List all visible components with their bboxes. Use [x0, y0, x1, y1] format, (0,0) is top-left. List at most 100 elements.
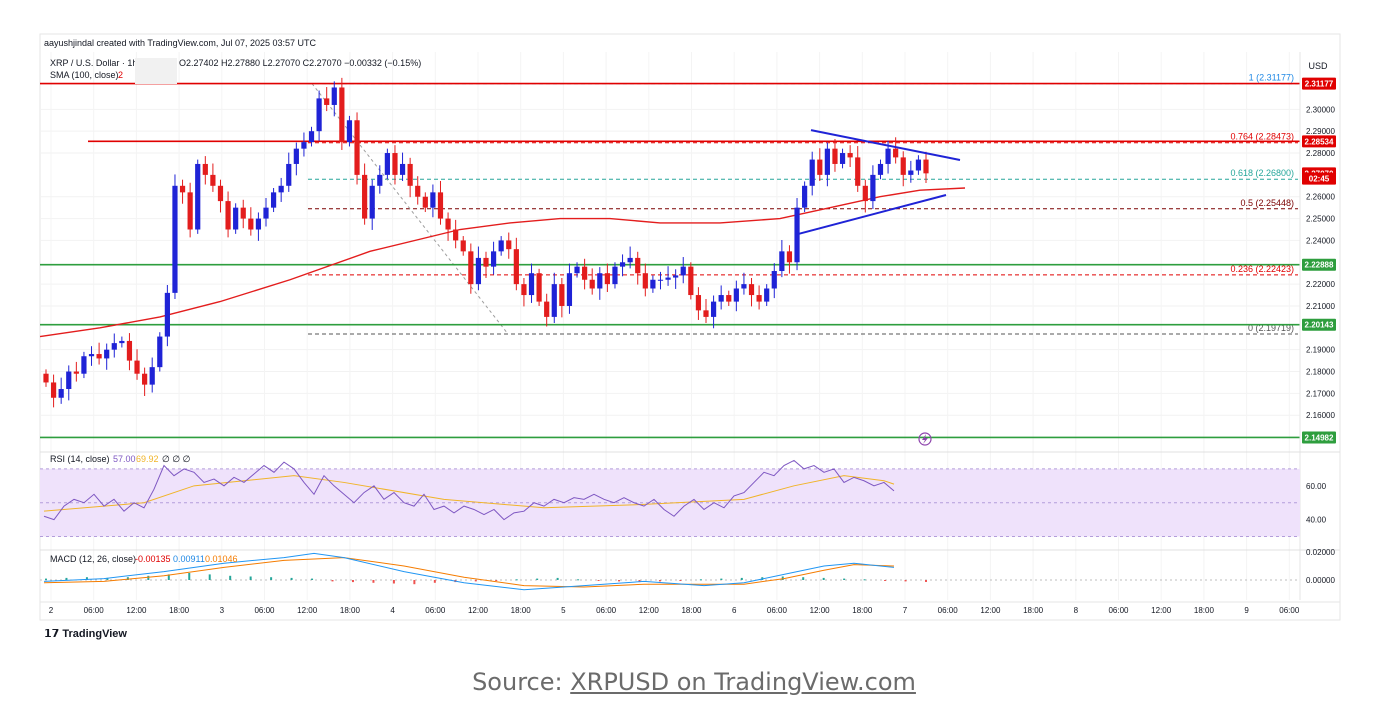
candle-body: [392, 153, 398, 175]
macd-histogram-bar: [556, 577, 559, 580]
price-badge-label: 2.31177: [1305, 80, 1334, 89]
candle-body: [559, 284, 565, 306]
macd-histogram-bar: [863, 579, 866, 581]
candle-body: [157, 336, 163, 368]
candle-body: [104, 349, 110, 359]
candle-body: [673, 275, 679, 278]
candle-body: [657, 279, 664, 281]
source-link[interactable]: XRPUSD on TradingView.com: [570, 668, 916, 696]
price-axis: 2.30000 2.29000 2.28000 2.26000 2.25000 2.240…: [1299, 52, 1336, 600]
candle-body: [597, 273, 603, 289]
macd-histogram-bar: [781, 576, 784, 580]
candle-body: [430, 192, 436, 208]
macd-histogram-bar: [270, 577, 273, 580]
candle-body: [240, 207, 246, 219]
candle-body: [286, 163, 292, 186]
fib-level-label: 0.764 (2.28473): [1230, 132, 1294, 142]
macd-histogram-bar: [249, 576, 252, 580]
macd-legend: MACD (12, 26, close): [50, 554, 136, 564]
price-badge: [1302, 172, 1336, 185]
candle-body: [58, 389, 64, 398]
candle-body: [270, 192, 277, 208]
time-tick-label: 06:00: [254, 606, 275, 615]
candle-body: [794, 207, 800, 263]
price-badge-label: 02:45: [1309, 175, 1330, 184]
time-tick-label: 12:00: [468, 606, 489, 615]
candle-body: [73, 371, 79, 374]
fib-trendline: [311, 83, 509, 335]
macd-histogram-bar: [85, 577, 88, 580]
contracting-triangle: [796, 129, 961, 236]
candle-body: [422, 196, 428, 208]
price-badge: [1302, 135, 1336, 148]
macd-histogram-bar: [372, 580, 375, 583]
macd-histogram-bar: [577, 579, 580, 581]
fib-level-label: 0.236 (2.22423): [1230, 264, 1294, 274]
candle-body: [483, 257, 489, 267]
macd-histogram-bar: [331, 580, 334, 582]
rsi-legend: RSI (14, close): [50, 454, 110, 464]
candle-body: [566, 273, 573, 306]
time-tick-label: 18:00: [169, 606, 190, 615]
candle-body: [900, 157, 906, 175]
candle-body: [415, 185, 421, 197]
macd-histogram-bar: [822, 577, 825, 580]
source-prefix: Source:: [472, 668, 571, 696]
candle-body: [521, 284, 527, 296]
candle-body: [710, 301, 717, 317]
macd-histogram-bar: [311, 578, 314, 580]
fib-level-label: 1 (2.31177): [1249, 73, 1294, 83]
macd-histogram-bar: [126, 577, 129, 580]
candle-body: [764, 288, 770, 302]
candle-body: [544, 301, 550, 317]
rsi-tick-label: 40.00: [1306, 516, 1327, 525]
time-tick-label: 06:00: [425, 606, 446, 615]
candle-body: [263, 207, 269, 219]
price-badge: [1302, 77, 1336, 90]
candle-body: [536, 273, 542, 302]
macd-histogram-bar: [720, 578, 723, 580]
sma-100-line: [39, 187, 966, 338]
price-badge: [1302, 258, 1336, 271]
tv-logo-mark: 𝟭𝟳: [44, 628, 63, 640]
rsi-line: [43, 459, 895, 521]
candle-body: [66, 371, 72, 390]
candle-body: [589, 279, 595, 289]
candle-body: [688, 266, 694, 296]
candle-body: [718, 295, 724, 302]
candle-body: [339, 87, 345, 143]
fib-level-label: 0 (2.19719): [1248, 323, 1294, 333]
triangle-upper-line: [810, 129, 961, 162]
time-tick-label: 12:00: [810, 606, 831, 615]
candle-body: [134, 360, 140, 374]
candle-body: [528, 273, 535, 296]
macd-line: [43, 552, 895, 591]
candle-body: [468, 251, 474, 285]
candle-body: [187, 192, 193, 230]
price-badge: [1302, 431, 1336, 444]
candle-body: [582, 266, 588, 280]
candle-body: [96, 354, 102, 359]
macd-histogram-bar: [392, 580, 395, 584]
candle-body: [893, 148, 899, 158]
macd-histogram-bar: [351, 580, 354, 583]
macd-histogram-bar: [884, 580, 887, 581]
candle-body: [460, 240, 466, 252]
candle-body: [635, 257, 641, 274]
macd-histogram-bar: [802, 577, 805, 580]
candle-body: [278, 185, 284, 193]
lightning-icon[interactable]: [918, 432, 932, 446]
candle-body: [786, 251, 793, 263]
candle-body: [293, 148, 299, 164]
candle-body: [407, 163, 413, 186]
candle-body: [650, 279, 656, 289]
candle-body: [551, 284, 557, 317]
candle-body: [741, 284, 747, 289]
time-tick-label: 06:00: [1108, 606, 1129, 615]
candle-body: [642, 273, 648, 289]
candle-body: [202, 163, 208, 175]
candle-body: [362, 174, 368, 219]
candle-body: [316, 98, 322, 132]
time-tick-label: 18:00: [681, 606, 702, 615]
